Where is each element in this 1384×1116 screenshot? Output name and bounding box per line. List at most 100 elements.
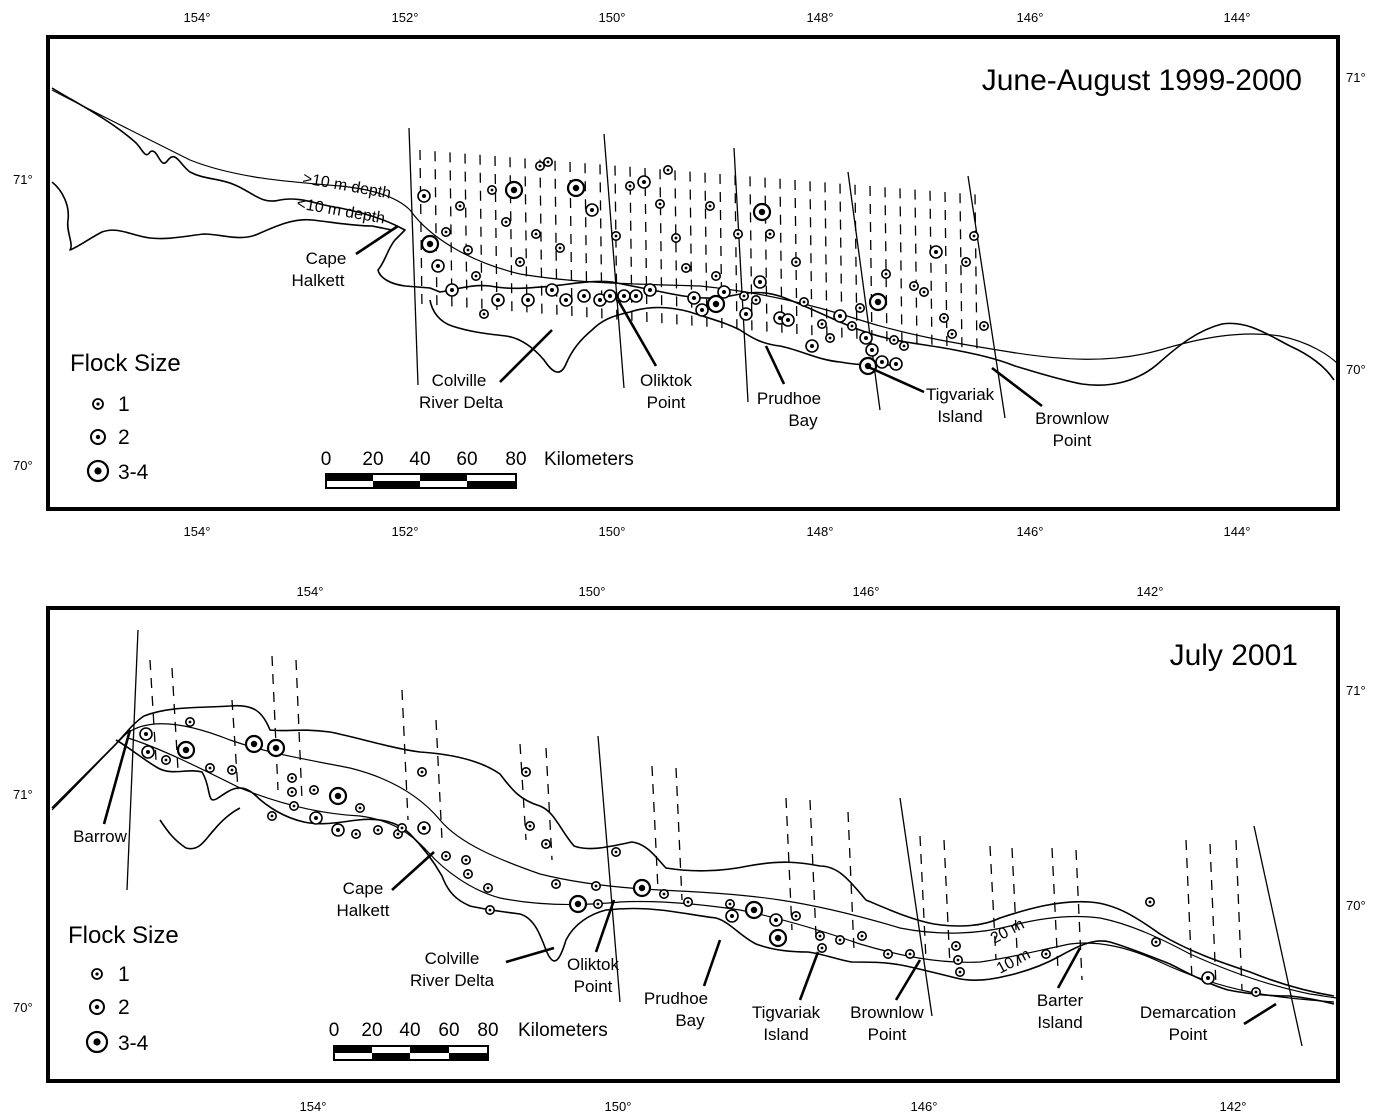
legend-label: 1: [118, 393, 130, 416]
map-frame: [46, 606, 1340, 1083]
flock-marker-dot: [596, 902, 600, 906]
place-cape-halkett: Cape Halkett: [337, 879, 390, 920]
transect-line: [464, 153, 468, 314]
scale-tick: 40: [399, 1020, 420, 1041]
flock-marker-dot: [314, 816, 318, 820]
map-frame: [46, 35, 1340, 511]
scale-tick: 20: [362, 449, 383, 470]
top-lon-tick: 148°: [807, 10, 834, 25]
flock-marker-dot: [838, 314, 842, 318]
flock-marker-dot: [546, 160, 550, 164]
flock-marker-dot: [518, 260, 522, 264]
flock-marker-dot: [894, 362, 898, 366]
flock-marker-dot: [912, 284, 916, 288]
leader-line: [594, 899, 616, 953]
flock-marker-dot: [444, 854, 448, 858]
bottom-lon-tick: 154°: [300, 1099, 327, 1114]
leader-line: [764, 345, 786, 385]
transect-line: [675, 767, 683, 901]
flock-marker-dot: [436, 264, 440, 268]
flock-marker-dot: [504, 220, 508, 224]
top-lon-tick: 142°: [1137, 584, 1164, 599]
flock-marker-dot: [774, 918, 778, 922]
flock-marker-dot: [818, 934, 822, 938]
west-lagoon-shore: [159, 807, 241, 850]
place-colville-river-delta: Colville River Delta: [419, 371, 504, 412]
flock-marker-dot: [956, 958, 960, 962]
flock-marker-dot: [758, 208, 766, 216]
flock-marker-dot: [908, 952, 912, 956]
flock-marker-dot: [758, 280, 762, 284]
flock-marker-dot: [662, 892, 666, 896]
transect-dashes: [149, 655, 1243, 991]
transect-line: [1209, 843, 1217, 987]
transect-line: [524, 158, 528, 319]
flock-marker-dot: [534, 232, 538, 236]
flock-marker-dot: [558, 246, 562, 250]
flock-marker-dot: [902, 344, 906, 348]
flock-marker-dot: [422, 194, 426, 198]
flock-marker-dot: [564, 298, 568, 302]
scale-tick: 60: [456, 449, 477, 470]
right-lat-tick: 70°: [1346, 898, 1366, 913]
leader-line: [865, 364, 925, 394]
legend-symbol-large-dot: [93, 1038, 101, 1046]
top-lon-tick: 150°: [579, 584, 606, 599]
flock-marker-dot: [594, 884, 598, 888]
flock-marker-dot: [942, 316, 946, 320]
flock-marker-dot: [144, 732, 148, 736]
flock-marker-dot: [728, 902, 732, 906]
flock-marker-dot: [230, 768, 234, 772]
flock-marker-dot: [538, 164, 542, 168]
top-lon-tick: 154°: [184, 10, 211, 25]
flock-marker-dot: [550, 288, 554, 292]
west-shore: [51, 181, 393, 251]
transect-boundary: [733, 147, 749, 403]
flock-marker-dot: [744, 312, 748, 316]
flock-marker-dot: [722, 290, 726, 294]
flock-marker-dot: [270, 814, 274, 818]
transect-boundary: [408, 127, 419, 386]
left-lat-tick: 70°: [13, 1000, 33, 1015]
transect-line: [847, 811, 855, 951]
flock-marker-dot: [474, 274, 478, 278]
panel-title: June-August 1999-2000: [982, 64, 1302, 97]
place-barter-island: Barter Island: [1037, 991, 1084, 1032]
depth-contour-10m: [127, 737, 1335, 1003]
scale-tick: 0: [321, 449, 332, 470]
legend-symbol-small-dot: [95, 972, 99, 976]
leader-line: [505, 946, 555, 964]
flock-marker-dot: [964, 260, 968, 264]
left-lat-tick: 70°: [13, 458, 33, 473]
place-brownlow-point: Brownlow Point: [850, 1003, 924, 1044]
flock-marker-dot: [684, 266, 688, 270]
transect-line: [271, 655, 279, 791]
flock-marker-dot: [768, 232, 772, 236]
transect-line: [689, 171, 693, 332]
legend-title: Flock Size: [68, 922, 179, 949]
flock-marker-dot: [164, 758, 168, 762]
transect-line: [899, 188, 903, 349]
leader-line: [798, 951, 820, 1001]
flock-marker-dot: [870, 348, 874, 352]
transect-line: [539, 159, 543, 320]
leader-line: [1243, 1002, 1277, 1026]
flock-marker-dot: [972, 234, 976, 238]
transect-line: [1075, 849, 1083, 981]
leader-line: [1056, 947, 1082, 989]
right-lat-tick: 70°: [1346, 362, 1366, 377]
flock-marker-dot: [884, 272, 888, 276]
transect-line: [1051, 847, 1059, 971]
flock-marker-dot: [666, 168, 670, 172]
scale-unit: Kilometers: [544, 449, 634, 470]
scale-tick: 80: [477, 1020, 498, 1041]
flock-marker-dot: [714, 274, 718, 278]
flock-marker-dot: [544, 842, 548, 846]
flock-marker-dot: [874, 298, 882, 306]
top-lon-tick: 144°: [1224, 10, 1251, 25]
legend: Flock Size 1 2 3-4: [70, 350, 181, 484]
coastline: [51, 87, 1335, 386]
flock-marker-dot: [524, 770, 528, 774]
flock-marker-dot: [290, 776, 294, 780]
flock-marker-dot: [1148, 900, 1152, 904]
